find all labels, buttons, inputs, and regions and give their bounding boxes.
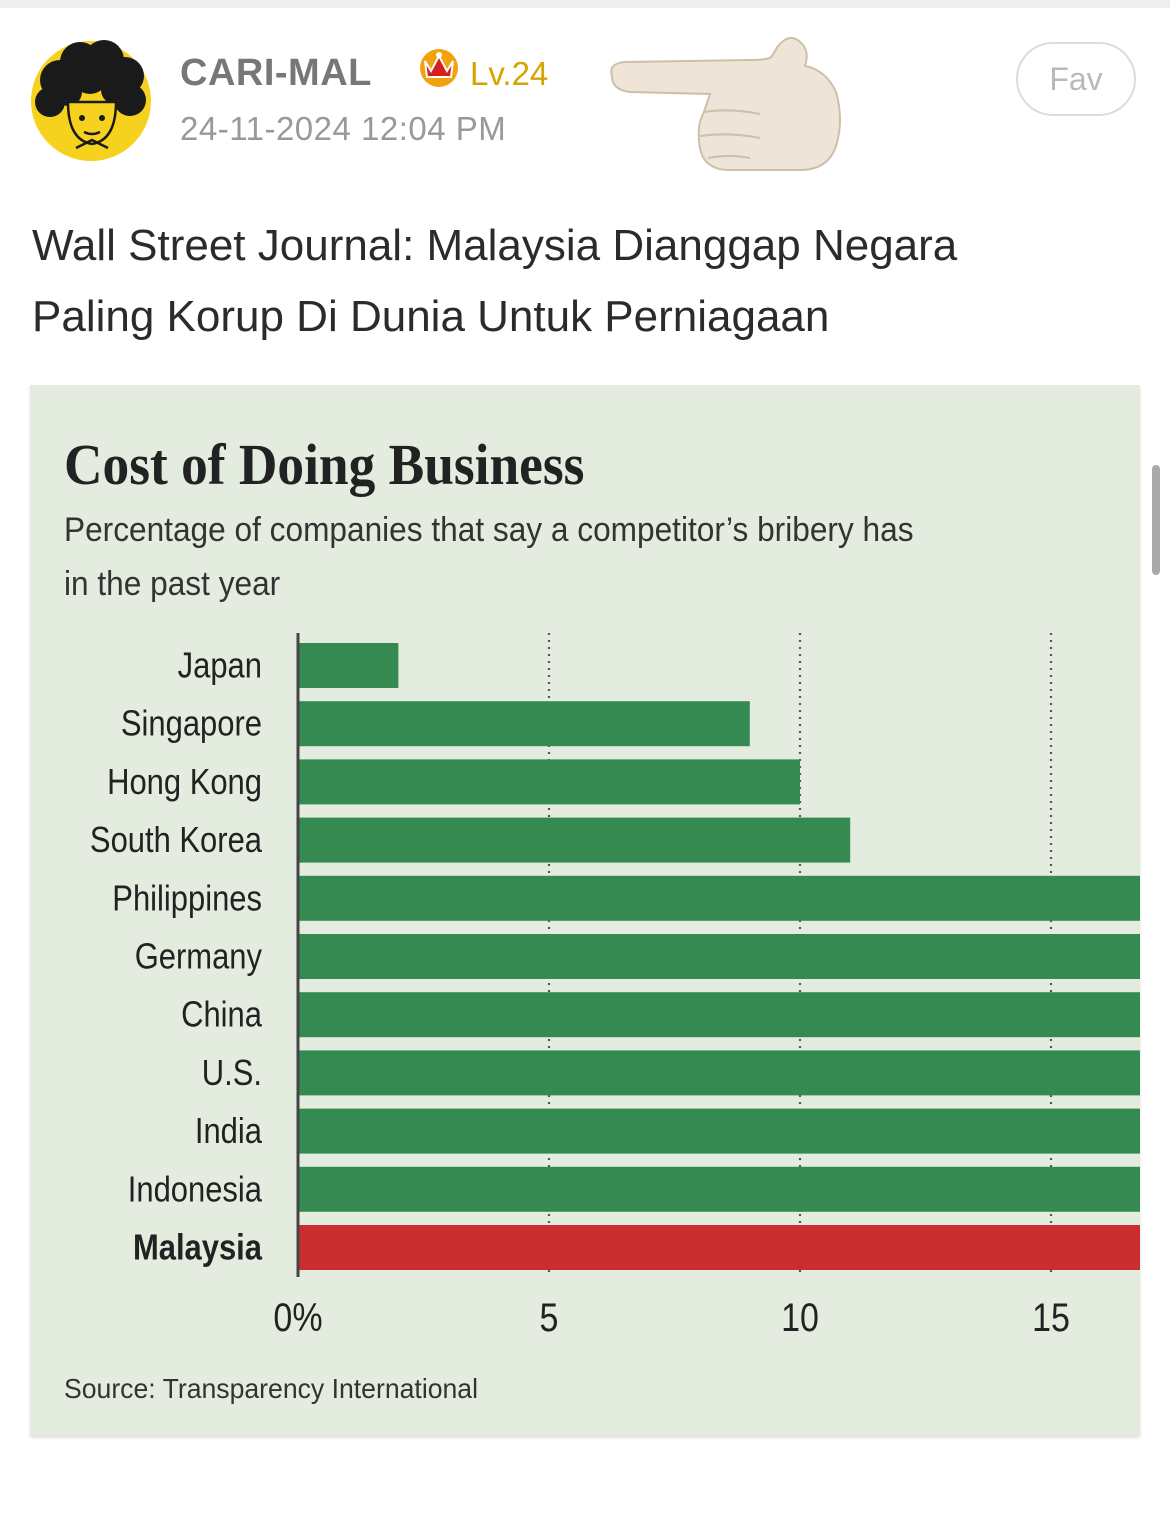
category-label-indonesia: Indonesia xyxy=(128,1170,263,1210)
category-label-u-s-: U.S. xyxy=(202,1054,262,1094)
x-tick-label-10: 10 xyxy=(781,1294,819,1339)
x-tick-label-0: 0% xyxy=(273,1294,322,1339)
crown-icon xyxy=(420,49,458,87)
bar-indonesia xyxy=(298,1166,1140,1212)
level-badge: Lv.24 xyxy=(470,55,549,92)
category-label-china: China xyxy=(181,996,262,1036)
bar-japan xyxy=(298,643,399,688)
chart-subtitle-line1: Percentage of companies that say a compe… xyxy=(64,511,914,549)
x-tick-label-5: 5 xyxy=(540,1294,559,1339)
fav-button[interactable]: Fav xyxy=(1016,42,1136,116)
bar-u-s- xyxy=(298,1050,1140,1096)
bar-hong-kong xyxy=(298,759,800,805)
post-title-line1: Wall Street Journal: Malaysia Dianggap N… xyxy=(32,221,958,270)
pointing-hand-icon xyxy=(610,36,841,171)
chart-source: Source: Transparency International xyxy=(64,1373,479,1404)
cartoon-avatar-icon[interactable] xyxy=(30,40,152,162)
bar-germany xyxy=(298,934,1140,979)
chart-subtitle-line2: in the past year xyxy=(64,565,281,603)
x-tick-label-15: 15 xyxy=(1032,1294,1070,1339)
username[interactable]: CARI-MAL xyxy=(180,52,372,94)
bar-chart: Japan Singapore Hong Kong South Korea Philip… xyxy=(90,633,1140,1340)
top-divider xyxy=(0,0,1170,8)
category-label-philippines: Philippines xyxy=(112,879,262,919)
category-label-malaysia: Malaysia xyxy=(133,1228,262,1268)
post-timestamp: 24-11-2024 12:04 PM xyxy=(180,110,507,147)
bar-philippines xyxy=(298,875,1140,921)
bar-south-korea xyxy=(298,817,851,863)
category-label-hong-kong: Hong Kong xyxy=(107,763,262,803)
bar-india xyxy=(298,1108,1140,1154)
chart-subtitle: Percentage of companies that say a compe… xyxy=(64,503,1140,611)
bar-singapore xyxy=(298,701,750,747)
category-label-germany: Germany xyxy=(135,937,262,977)
chart-title: Cost of Doing Business xyxy=(64,432,585,497)
category-label-india: India xyxy=(195,1112,262,1152)
category-label-south-korea: South Korea xyxy=(90,821,262,861)
scrollbar-thumb[interactable] xyxy=(1152,465,1160,575)
category-label-singapore: Singapore xyxy=(121,705,262,745)
post-title-line2: Paling Korup Di Dunia Untuk Perniagaan xyxy=(32,292,830,341)
category-label-japan: Japan xyxy=(178,646,262,686)
chart-image[interactable]: Cost of Doing Business Percentage of com… xyxy=(30,385,1140,1435)
post-title: Wall Street Journal: Malaysia Dianggap N… xyxy=(32,210,1132,352)
bar-malaysia xyxy=(298,1225,1140,1270)
bar-china xyxy=(298,992,1140,1038)
